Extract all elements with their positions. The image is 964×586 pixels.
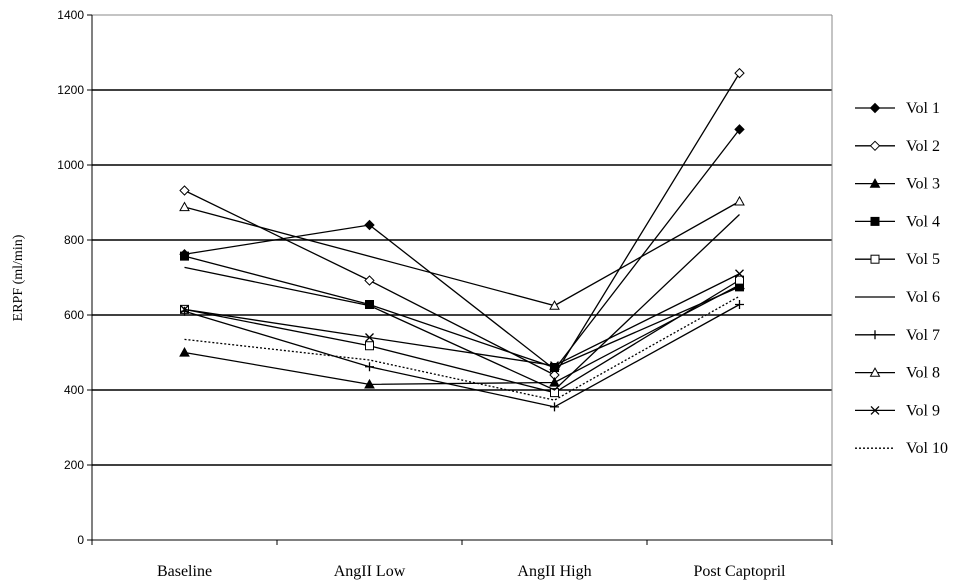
data-point — [365, 362, 374, 372]
legend: Vol 1 Vol 2 Vol 3 Vol 4 Vol 5 Vol 6 Vol 7 Vol 8… — [855, 100, 948, 457]
y-tick-label: 600 — [64, 308, 84, 322]
legend-label: Vol 9 — [906, 402, 940, 419]
y-tick-label: 200 — [64, 458, 84, 472]
data-point — [179, 201, 190, 212]
data-point — [869, 102, 881, 114]
y-tick-label: 1200 — [57, 83, 84, 97]
legend-entry: Vol 10 — [855, 440, 948, 457]
data-point — [364, 219, 375, 231]
data-point — [870, 330, 880, 340]
legend-entry: Vol 7 — [855, 327, 940, 344]
series-line — [184, 214, 740, 391]
data-point — [869, 178, 881, 188]
data-point — [870, 216, 880, 226]
data-point — [180, 304, 189, 314]
series-group — [184, 295, 740, 401]
data-point — [550, 361, 559, 371]
series-group — [184, 214, 740, 391]
series-line — [184, 273, 740, 367]
series-group — [180, 251, 744, 372]
legend-entry: Vol 9 — [855, 402, 940, 419]
legend-label: Vol 5 — [906, 251, 940, 268]
data-point — [869, 140, 881, 152]
axes — [91, 15, 833, 541]
data-point — [179, 346, 190, 357]
data-point — [549, 300, 560, 310]
data-point — [734, 67, 745, 79]
data-point — [550, 388, 559, 398]
legend-label: Vol 4 — [906, 213, 940, 230]
x-tick-label: AngII Low — [334, 563, 406, 580]
data-point — [869, 367, 881, 377]
x-tick-labels: Baseline AngII Low AngII High Post Captopri… — [91, 540, 833, 580]
series-group — [179, 195, 745, 310]
series-line — [184, 295, 740, 401]
legend-label: Vol 8 — [906, 365, 940, 382]
series-line — [184, 279, 740, 394]
data-point — [734, 124, 745, 135]
data-point — [550, 402, 559, 412]
legend-label: Vol 10 — [906, 440, 948, 457]
data-point — [180, 251, 189, 261]
legend-entry: Vol 6 — [855, 289, 940, 306]
series-line — [184, 200, 740, 307]
data-point — [735, 275, 744, 285]
series — [179, 67, 745, 412]
y-tick-label: 1400 — [57, 8, 84, 22]
y-tick-label: 800 — [64, 233, 84, 247]
data-point — [870, 254, 880, 264]
series-group — [180, 300, 744, 412]
legend-label: Vol 1 — [906, 100, 940, 117]
data-point — [734, 195, 745, 206]
data-point — [180, 306, 189, 316]
series-line — [184, 72, 741, 376]
data-point — [179, 185, 190, 196]
x-tick-label: Post Captopril — [693, 563, 786, 580]
series-line — [184, 303, 740, 408]
y-tick-label: 1000 — [57, 158, 84, 172]
data-point — [365, 341, 374, 351]
series-group — [180, 269, 744, 371]
y-tick-labels: 0 200 400 600 800 1000 1200 1400 — [57, 8, 92, 547]
y-axis-title: ERPF (ml/min) — [11, 234, 26, 321]
data-point — [550, 363, 559, 372]
legend-entry: Vol 4 — [855, 213, 940, 230]
legend-entry: Vol 2 — [855, 138, 940, 155]
x-tick-label: AngII High — [517, 563, 591, 580]
legend-entry: Vol 5 — [855, 251, 940, 268]
y-tick-label: 0 — [77, 533, 84, 547]
legend-label: Vol 7 — [906, 327, 940, 344]
series-group — [179, 67, 745, 381]
data-point — [365, 333, 374, 342]
legend-entry: Vol 1 — [855, 100, 940, 117]
x-tick-label: Baseline — [157, 563, 212, 580]
series-line — [184, 255, 740, 369]
data-point — [735, 300, 744, 309]
legend-label: Vol 2 — [906, 138, 940, 155]
legend-entry: Vol 8 — [855, 365, 940, 382]
series-line — [184, 128, 741, 371]
y-tick-label: 400 — [64, 383, 84, 397]
gridlines — [92, 14, 832, 466]
data-point — [549, 376, 560, 387]
data-point — [735, 269, 744, 279]
legend-entry: Vol 3 — [855, 176, 940, 193]
legend-label: Vol 3 — [906, 176, 940, 193]
data-point — [364, 275, 375, 286]
legend-label: Vol 6 — [906, 289, 940, 306]
data-point — [364, 378, 375, 389]
data-point — [870, 405, 880, 415]
series-line — [184, 284, 740, 386]
